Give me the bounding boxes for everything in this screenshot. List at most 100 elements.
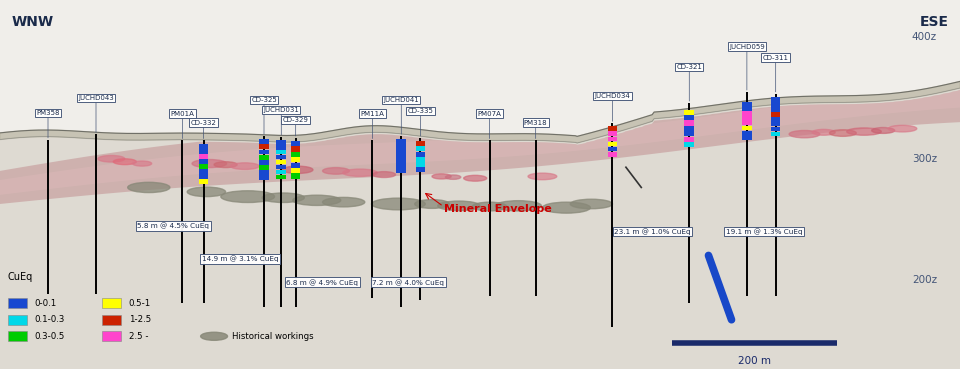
Text: 0.3-0.5: 0.3-0.5 [35,332,65,341]
Bar [416,141,425,146]
Ellipse shape [113,159,136,165]
Ellipse shape [789,131,820,138]
Bar [742,121,752,125]
Text: CD-332: CD-332 [191,120,216,138]
Text: Mineral Envelope: Mineral Envelope [444,204,551,214]
Bar [199,174,208,179]
Bar [8,331,27,341]
Ellipse shape [872,128,895,134]
Bar [684,131,694,137]
Bar [199,159,208,164]
Bar [416,168,425,172]
Bar [291,163,300,168]
Text: JUCHD041: JUCHD041 [383,97,420,134]
Text: ESE: ESE [920,15,948,29]
Bar [291,146,300,152]
Polygon shape [0,90,960,195]
Bar [608,137,617,141]
Ellipse shape [372,172,396,177]
Bar [608,152,617,156]
Bar [276,165,286,169]
Bar [608,131,617,136]
Bar [396,169,406,173]
Ellipse shape [230,163,259,169]
Ellipse shape [570,199,612,209]
Ellipse shape [528,173,557,180]
Text: CD-335: CD-335 [408,108,433,136]
Bar [276,145,286,149]
Text: 14.9 m @ 3.1% CuEq: 14.9 m @ 3.1% CuEq [202,256,278,262]
Bar [396,139,406,144]
Ellipse shape [187,187,226,197]
Bar [608,126,617,131]
Text: PM318: PM318 [524,120,547,138]
Bar [276,175,286,179]
Text: 200z: 200z [912,275,937,285]
Ellipse shape [323,168,349,174]
Ellipse shape [128,182,170,193]
Ellipse shape [472,202,507,211]
Bar [102,315,121,325]
Bar [742,126,752,130]
Ellipse shape [847,128,881,135]
Text: JUCHD034: JUCHD034 [594,93,631,121]
Bar [276,170,286,174]
Ellipse shape [445,175,461,179]
Bar [742,131,752,135]
Ellipse shape [415,200,449,208]
Bar [684,126,694,131]
Ellipse shape [464,175,487,181]
Ellipse shape [323,197,365,207]
Bar [291,141,300,146]
Bar [259,170,269,175]
Ellipse shape [495,201,541,211]
Ellipse shape [888,125,917,132]
Ellipse shape [98,155,125,162]
Bar [396,154,406,159]
Ellipse shape [262,193,304,203]
Bar [291,173,300,179]
Ellipse shape [438,201,480,211]
Bar [684,137,694,142]
Bar [416,157,425,162]
Bar [276,160,286,165]
Text: PM358: PM358 [36,110,60,138]
Text: 23.1 m @ 1.0% CuEq: 23.1 m @ 1.0% CuEq [614,228,691,235]
Bar [742,116,752,121]
Ellipse shape [829,130,856,137]
Bar [742,135,752,140]
Ellipse shape [201,332,228,340]
Bar [396,164,406,169]
Text: 19.1 m @ 1.3% CuEq: 19.1 m @ 1.3% CuEq [726,228,803,235]
Text: 0.5-1: 0.5-1 [129,299,151,308]
Text: 400z: 400z [912,32,937,42]
Bar [276,150,286,155]
Bar [684,120,694,125]
Bar [742,101,752,106]
Text: WNW: WNW [12,15,54,29]
Bar [396,149,406,154]
Bar [199,149,208,154]
Bar [684,142,694,147]
Text: 6.8 m @ 4.9% CuEq: 6.8 m @ 4.9% CuEq [286,279,358,286]
Bar [291,168,300,173]
Bar [291,157,300,162]
Bar [199,179,208,184]
Text: CD-321: CD-321 [677,64,702,101]
Text: CD-311: CD-311 [762,55,789,92]
Bar [742,106,752,111]
Bar [102,331,121,341]
Text: 200 m: 200 m [738,356,771,366]
Text: 0.1-0.3: 0.1-0.3 [35,315,65,324]
Bar [396,159,406,163]
Bar [608,147,617,151]
Bar [199,144,208,149]
Bar [259,144,269,149]
Ellipse shape [542,202,590,213]
Bar [199,154,208,159]
Text: JUCHD043: JUCHD043 [78,95,114,132]
Bar [416,162,425,167]
Bar [199,164,208,169]
Bar [8,315,27,325]
Text: PM07A: PM07A [478,110,501,138]
